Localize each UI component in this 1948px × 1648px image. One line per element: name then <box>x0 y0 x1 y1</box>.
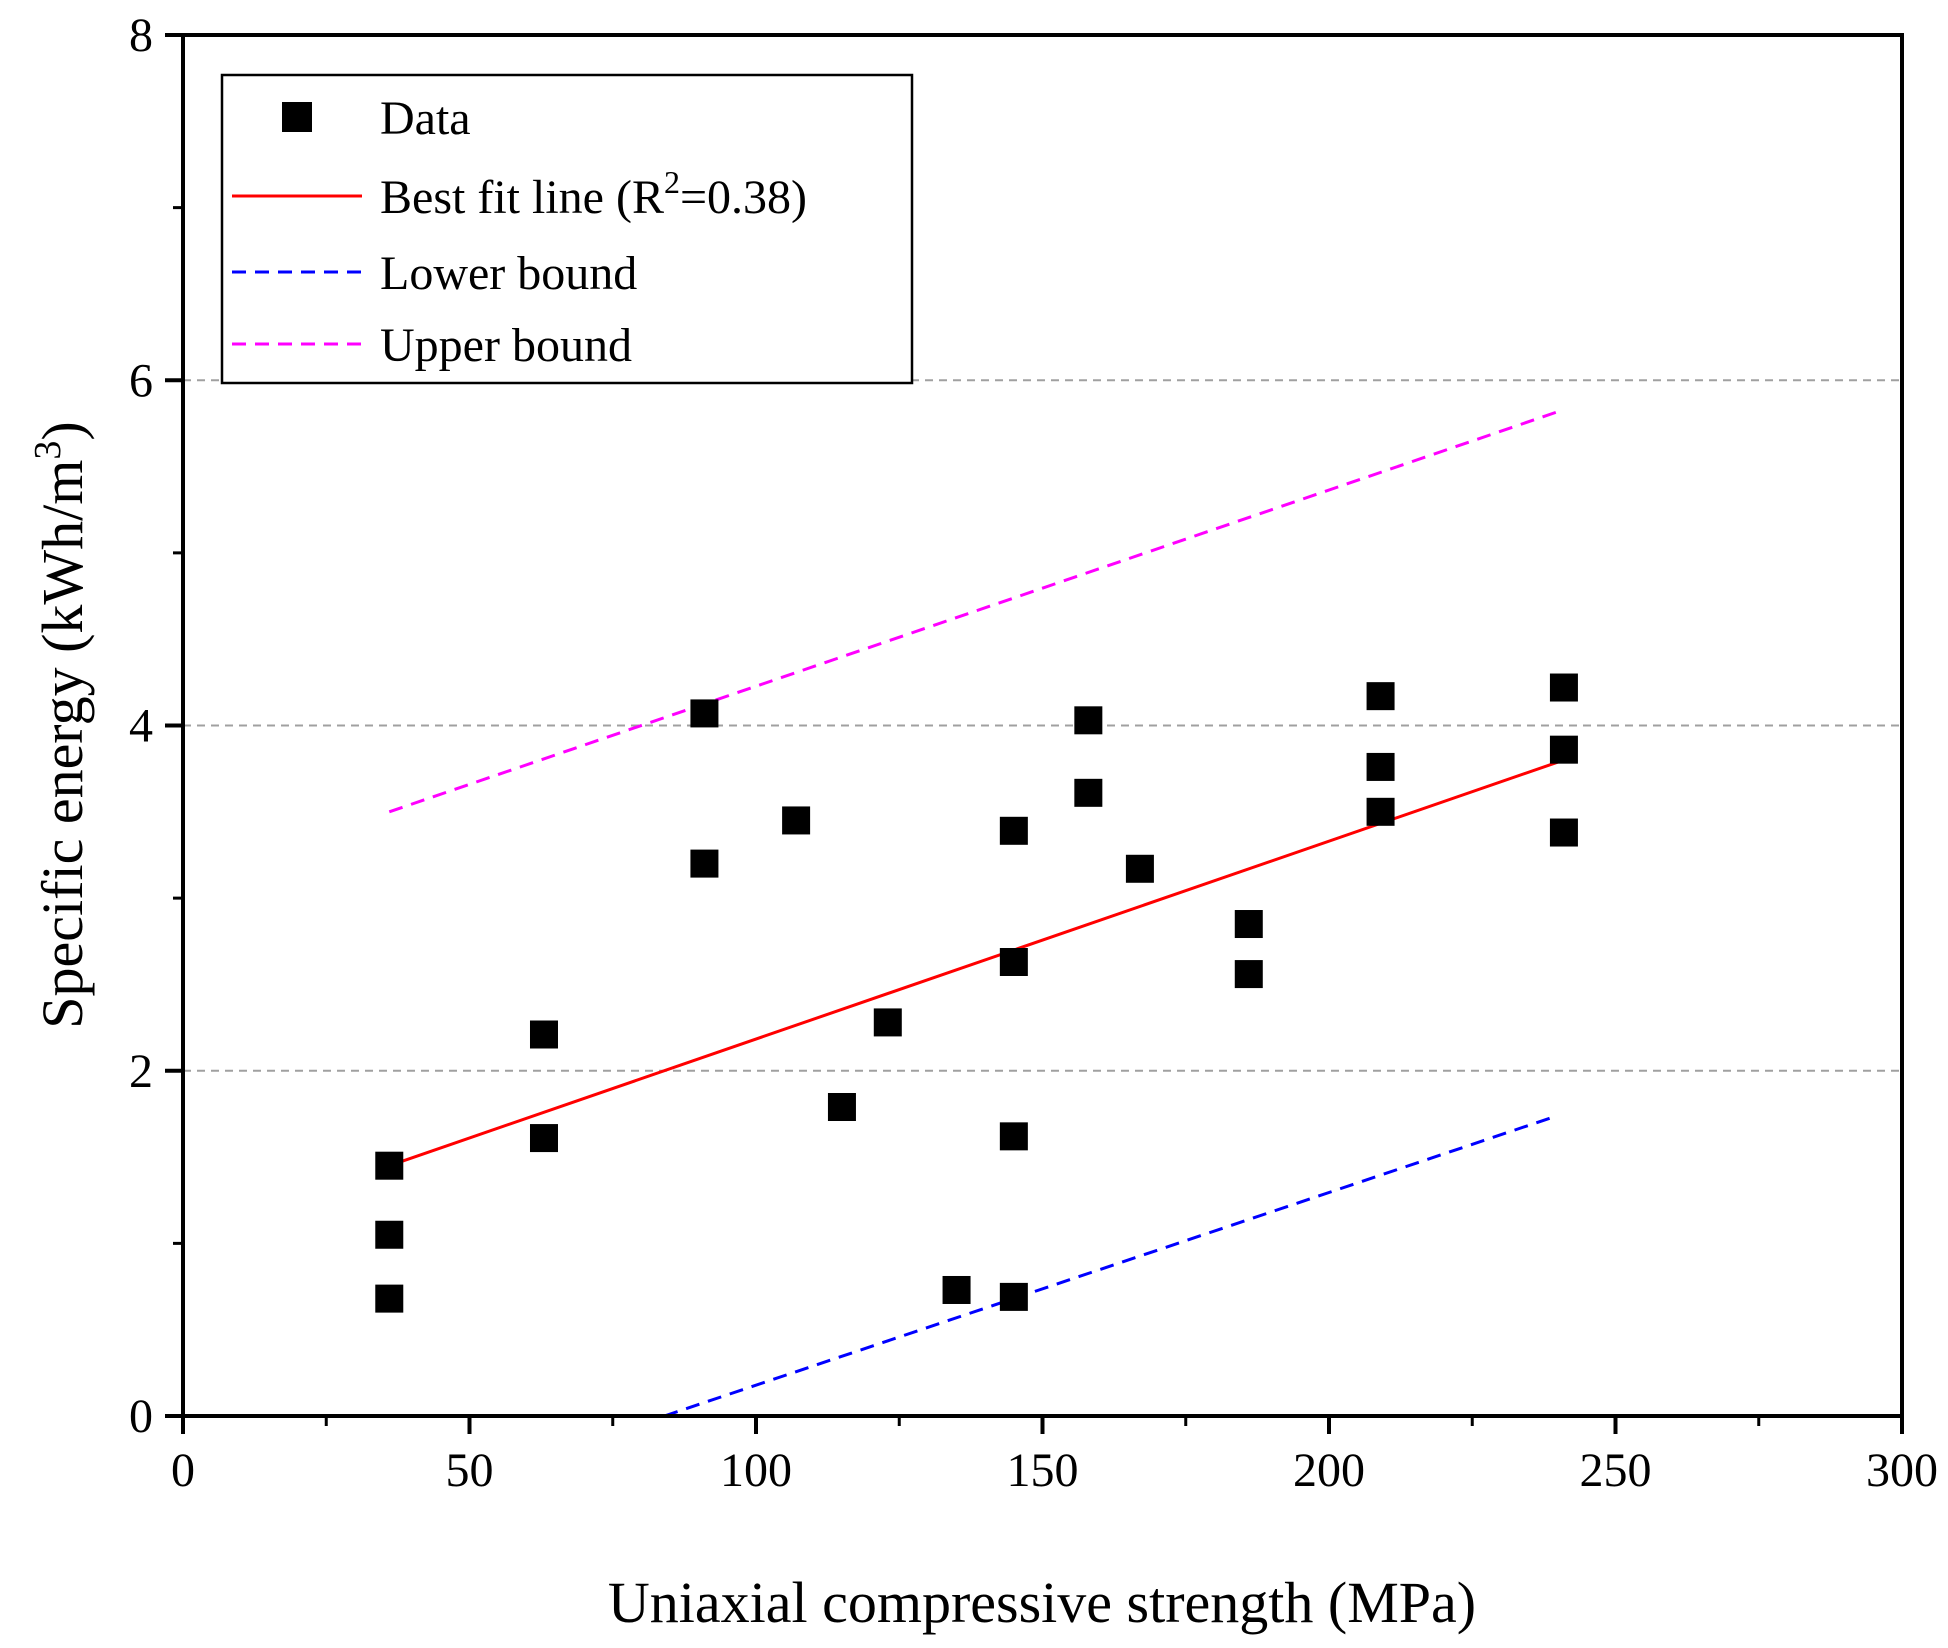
data-point <box>1074 778 1103 807</box>
y-axis-title-main: Specific energy (kWh/m <box>30 460 95 1029</box>
x-tick-label: 250 <box>1580 1444 1652 1497</box>
y-axis-title: Specific energy (kWh/m3) <box>27 421 95 1028</box>
data-points <box>375 673 1578 1313</box>
x-tick-label: 300 <box>1866 1444 1938 1497</box>
data-point <box>827 1093 856 1122</box>
legend: Data Best fit line (R2=0.38) Lower bound… <box>220 73 914 385</box>
data-point <box>1234 960 1263 989</box>
legend-label-lower: Lower bound <box>380 247 637 300</box>
y-tick-label: 8 <box>129 9 153 62</box>
data-point <box>529 1124 558 1153</box>
data-point <box>999 816 1028 845</box>
y-axis-title-superscript: 3 <box>27 441 69 460</box>
data-point <box>999 1122 1028 1151</box>
series-line-best-fit-line-r-0-38 <box>388 758 1565 1168</box>
x-axis-title: Uniaxial compressive strength (MPa) <box>608 1570 1476 1635</box>
data-point <box>1074 706 1103 735</box>
legend-marker-data <box>282 102 312 132</box>
series-line-lower-bound <box>663 1115 1553 1418</box>
legend-box <box>220 73 914 385</box>
legend-best-fit-superscript: 2 <box>664 164 680 200</box>
data-point <box>999 1282 1028 1311</box>
legend-label-best-fit: Best fit line (R2=0.38) <box>380 164 807 224</box>
data-point <box>999 947 1028 976</box>
data-point <box>1366 752 1395 781</box>
y-axis-ticks: 0 2 4 6 8 <box>129 9 183 1443</box>
x-tick-label: 100 <box>720 1444 792 1497</box>
data-point <box>942 1275 971 1304</box>
data-point <box>1549 818 1578 847</box>
series-line-upper-bound <box>388 408 1565 814</box>
gridlines <box>183 379 1902 1072</box>
y-axis-title-close: ) <box>30 421 95 440</box>
legend-best-fit-prefix: Best fit line (R <box>380 171 664 224</box>
x-tick-label: 0 <box>171 1444 195 1497</box>
data-point <box>375 1220 404 1249</box>
data-point <box>1366 682 1395 711</box>
data-point <box>1549 735 1578 764</box>
y-tick-label: 2 <box>129 1045 153 1098</box>
data-point <box>690 849 719 878</box>
data-point <box>1125 854 1154 883</box>
x-tick-label: 200 <box>1293 1444 1365 1497</box>
data-point <box>1234 910 1263 939</box>
x-tick-label: 150 <box>1007 1444 1079 1497</box>
x-axis-ticks: 0 50 100 150 200 250 300 <box>171 1416 1938 1497</box>
y-tick-label: 0 <box>129 1390 153 1443</box>
y-tick-label: 6 <box>129 354 153 407</box>
data-point <box>690 699 719 728</box>
data-point <box>782 806 811 835</box>
data-point <box>375 1151 404 1180</box>
y-tick-label: 4 <box>129 700 153 753</box>
legend-label-data: Data <box>380 92 471 145</box>
x-tick-label: 50 <box>446 1444 494 1497</box>
series-lines <box>388 408 1565 1418</box>
data-point <box>1366 797 1395 826</box>
legend-best-fit-suffix: =0.38) <box>680 171 807 224</box>
data-point <box>375 1284 404 1313</box>
legend-label-upper: Upper bound <box>380 319 632 372</box>
data-point <box>529 1020 558 1049</box>
data-point <box>873 1008 902 1037</box>
data-point <box>1549 673 1578 702</box>
